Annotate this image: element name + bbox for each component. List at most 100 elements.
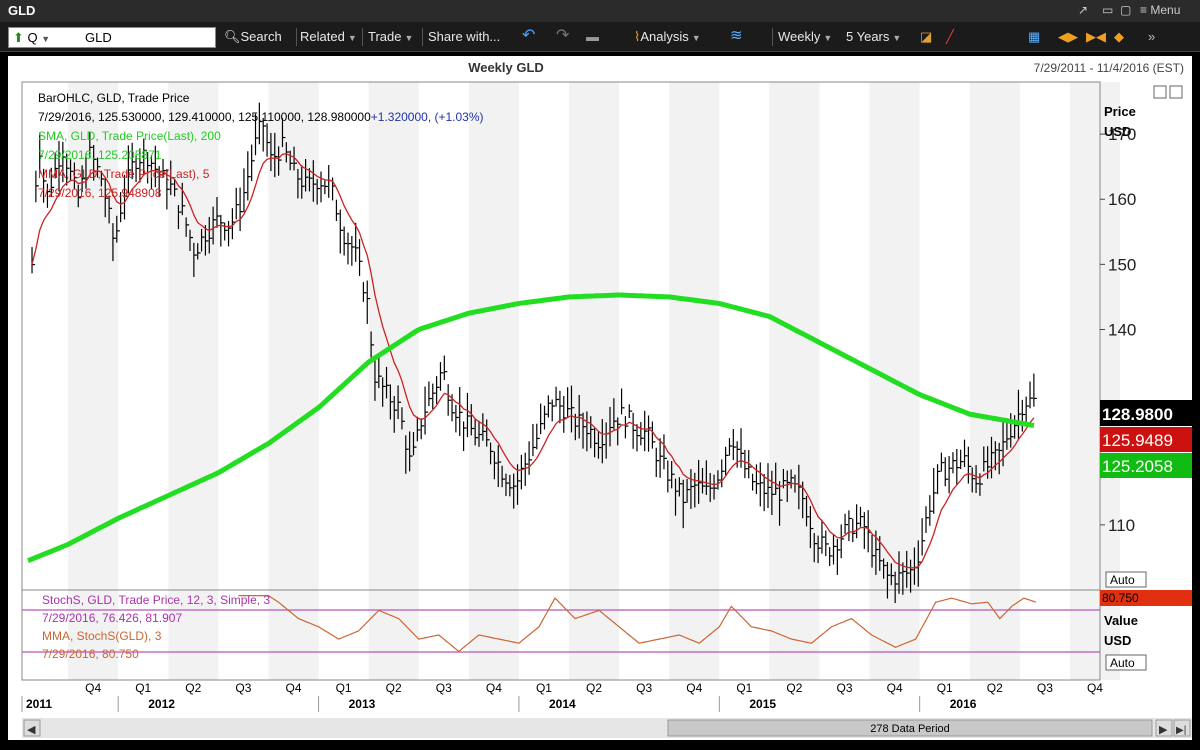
zoom-icon[interactable]: ▶◀ (1086, 29, 1106, 44)
price-axis-label: Price (1104, 104, 1136, 119)
analysis-icon: ⌇ (634, 29, 641, 44)
price-chart: Weekly GLD 7/29/2011 - 11/4/2016 (EST) B… (21, 60, 1192, 738)
year-tick-label: 2013 (349, 697, 376, 711)
period-select[interactable]: Weekly ▼ (778, 29, 833, 44)
time-axis: Q4 Q1 Q2 Q3 Q4 Q1 Q2 Q3 Q4 Q1 Q2 Q3 Q4 Q1 Q2 Q3 Q4 Q1 Q2 Q3… (21, 681, 1103, 712)
scroll-end-icon: ▶| (1176, 725, 1186, 736)
quarter-tick-label: Q1 (135, 681, 151, 695)
waves-icon[interactable]: ≋ (730, 27, 743, 44)
ticker-input[interactable] (85, 29, 213, 46)
quarter-tick-label: Q4 (285, 681, 301, 695)
ticker-prefix[interactable]: ⬆ Q ▼ (13, 30, 51, 45)
vertical-zoom-icon[interactable]: ◆ (1114, 29, 1124, 44)
scroll-left-icon[interactable]: ◀▶ (1058, 29, 1078, 44)
title-bar: GLD ↗ ▭ ▢ ≡ Menu (0, 0, 1200, 22)
value-axis-label: Value (1104, 613, 1138, 628)
quarter-tick-label: Q1 (736, 681, 752, 695)
undo-icon[interactable]: ↶ (522, 27, 536, 44)
quarter-bands (68, 82, 1121, 680)
auto-scale-label: Auto (1110, 573, 1135, 587)
panel-collapse-icon[interactable] (1153, 85, 1167, 99)
legend-bar-title: BarOHLC, GLD, Trade Price (38, 91, 190, 105)
quarter-band (969, 82, 1020, 680)
folder-icon[interactable]: ▬ (586, 29, 599, 44)
chart-title: Weekly GLD (468, 60, 544, 75)
up-arrow-icon: ⬆ (13, 30, 24, 45)
last-price-value: 128.9800 (1102, 405, 1173, 424)
auto-scale-label-2: Auto (1110, 656, 1135, 670)
data-period-label: 278 Data Period (870, 723, 950, 735)
last-mma-value: 125.9489 (1102, 431, 1173, 450)
price-tick-label: 140 (1108, 320, 1136, 339)
last-stoch-tag (1100, 590, 1192, 606)
quarter-band (468, 82, 519, 680)
quarter-tick-label: Q2 (987, 681, 1003, 695)
legend-stoch-mma-title: MMA, StochS(GLD), 3 (42, 629, 162, 643)
quarter-tick-label: Q2 (185, 681, 201, 695)
value-axis-unit: USD (1104, 633, 1131, 648)
date-range: 7/29/2011 - 11/4/2016 (EST) (1034, 61, 1184, 75)
last-mma-tag (1100, 427, 1192, 452)
scroll-right-arrow-icon: ▶ (1159, 724, 1168, 736)
quarter-tick-label: Q1 (937, 681, 953, 695)
more-icon[interactable]: » (1148, 29, 1156, 44)
year-tick-label: 2016 (950, 697, 977, 711)
stoch-plot-frame (21, 589, 1101, 681)
pin-icon[interactable]: ↗ (1078, 3, 1089, 17)
legend-mma-value: 7/29/2016, 125.948908 (38, 186, 162, 200)
layout-icon[interactable]: ▦ (1028, 29, 1041, 44)
chart-type-icon[interactable]: ◪ (920, 29, 933, 44)
minimize-icon[interactable]: ▭ (1102, 3, 1114, 17)
scroll-left-button[interactable] (23, 719, 41, 737)
quarter-tick-label: Q3 (1037, 681, 1053, 695)
redo-icon[interactable]: ↷ (556, 27, 570, 44)
quarter-tick-label: Q3 (837, 681, 853, 695)
quarter-tick-label: Q4 (486, 681, 502, 695)
scrollbar-thumb[interactable] (667, 719, 1153, 737)
quarter-tick-label: Q1 (336, 681, 352, 695)
legend-sma-title: SMA, GLD, Trade Price(Last), 200 (38, 129, 221, 143)
ticker-box: ⬆ Q ▼ (8, 27, 216, 48)
chart-panel: Weekly GLD 7/29/2011 - 11/4/2016 (EST) B… (8, 56, 1192, 740)
search-button[interactable]: 🔍︎Search (224, 29, 282, 44)
panel-close-icon[interactable] (1169, 85, 1183, 99)
toolbar: ⬆ Q ▼ 🔍︎Search Related▼ Trade▼ Share wit… (0, 22, 1200, 52)
quarter-tick-label: Q4 (686, 681, 702, 695)
year-tick-label: 2012 (148, 697, 175, 711)
menu-button[interactable]: ≡ Menu (1140, 3, 1181, 17)
mma-line (31, 153, 1035, 569)
trendline-icon[interactable]: ╱ (946, 29, 954, 44)
price-axis-unit: USD (1104, 124, 1131, 139)
quarter-tick-label: Q3 (235, 681, 251, 695)
quarter-tick-label: Q4 (887, 681, 903, 695)
auto-scale-button[interactable] (1105, 571, 1147, 588)
analysis-button[interactable]: ⌇Analysis ▼ (634, 29, 701, 44)
share-button[interactable]: Share with... (428, 29, 501, 44)
last-price-tag (1100, 400, 1192, 426)
quarter-tick-label: Q4 (1087, 681, 1103, 695)
scroll-right-button[interactable] (1155, 719, 1173, 737)
auto-scale-button-2[interactable] (1105, 654, 1147, 671)
quarter-tick-label: Q2 (786, 681, 802, 695)
window-title: GLD (8, 3, 36, 18)
ohlc-bars (31, 102, 1037, 604)
chevron-down-icon: ▼ (41, 34, 51, 44)
range-select[interactable]: 5 Years ▼ (846, 29, 902, 44)
restore-icon[interactable]: ▢ (1120, 3, 1132, 17)
last-sma-tag (1100, 453, 1192, 478)
last-stoch-value: 80.750 (1102, 591, 1139, 605)
legend-stoch-title: StochS, GLD, Trade Price, 12, 3, Simple,… (42, 593, 270, 607)
price-tick-label: 150 (1108, 255, 1136, 274)
year-tick-label: 2015 (749, 697, 776, 711)
related-button[interactable]: Related ▼ (300, 29, 357, 44)
scroll-end-button[interactable] (1173, 719, 1191, 737)
legend-mma-title: MMA, GLD, Trade Price(Last), 5 (38, 167, 210, 181)
legend-stoch-mma-value: 7/29/2016, 80.750 (42, 647, 139, 661)
trade-button[interactable]: Trade ▼ (368, 29, 414, 44)
price-tick-label: 170 (1108, 125, 1136, 144)
stoch-line (238, 595, 1037, 653)
quarter-tick-label: Q2 (386, 681, 402, 695)
quarter-tick-label: Q2 (586, 681, 602, 695)
quarter-tick-label: Q3 (636, 681, 652, 695)
legend-stoch-values: 7/29/2016, 76.426, 81.907 (42, 611, 182, 625)
